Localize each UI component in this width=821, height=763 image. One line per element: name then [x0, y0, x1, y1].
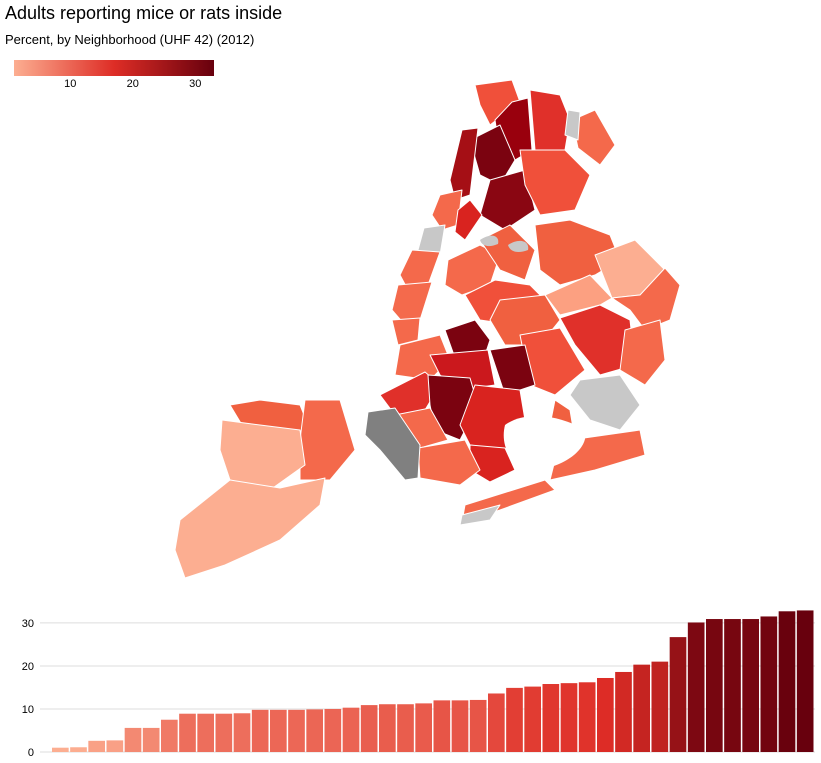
map-region[interactable]	[489, 344, 536, 396]
bar[interactable]	[778, 611, 796, 752]
bar[interactable]	[451, 700, 469, 752]
chart-subtitle: Percent, by Neighborhood (UHF 42) (2012)	[5, 32, 255, 47]
bar[interactable]	[179, 713, 196, 752]
bar[interactable]	[360, 705, 378, 752]
nyc-neighborhood-map	[174, 79, 681, 579]
map-region[interactable]	[611, 267, 681, 331]
bar[interactable]	[615, 671, 632, 752]
bar[interactable]	[142, 727, 160, 752]
bar[interactable]	[270, 709, 287, 752]
bar[interactable]	[70, 747, 87, 752]
bar[interactable]	[796, 610, 814, 752]
legend-tick-label: 10	[64, 78, 76, 90]
map-region[interactable]	[449, 127, 479, 201]
bar[interactable]	[106, 740, 124, 752]
y-axis-ticks: 0 10 20 30	[22, 618, 34, 759]
bar[interactable]	[687, 622, 705, 752]
bar[interactable]	[288, 709, 305, 752]
legend-tick-label: 30	[189, 78, 201, 90]
bar[interactable]	[161, 719, 178, 752]
bar[interactable]	[597, 677, 614, 752]
bar[interactable]	[197, 713, 214, 752]
map-region[interactable]	[219, 419, 306, 491]
bar[interactable]	[306, 709, 323, 752]
bar[interactable]	[415, 703, 432, 752]
bar[interactable]	[433, 700, 451, 752]
map-region[interactable]	[469, 124, 516, 186]
bar[interactable]	[215, 713, 233, 752]
legend-tick-label: 20	[127, 78, 139, 90]
bar[interactable]	[633, 664, 650, 752]
bar[interactable]	[578, 682, 596, 752]
bar[interactable]	[52, 747, 69, 752]
map-region[interactable]	[529, 89, 571, 151]
map-region[interactable]	[431, 189, 463, 231]
bar[interactable]	[542, 684, 560, 752]
color-legend: 10 20 30	[14, 60, 214, 90]
bar[interactable]	[560, 683, 578, 752]
bar[interactable]	[488, 693, 505, 752]
legend-gradient-bar	[14, 60, 214, 76]
y-tick-label: 20	[22, 661, 34, 673]
map-island	[480, 235, 499, 247]
bar[interactable]	[742, 619, 759, 752]
map-region-no-data	[459, 504, 501, 526]
map-region[interactable]	[519, 149, 591, 216]
bar[interactable]	[233, 713, 251, 752]
bar[interactable]	[651, 661, 669, 752]
map-region[interactable]	[299, 399, 356, 481]
map-region[interactable]	[479, 169, 536, 231]
map-region[interactable]	[417, 439, 481, 486]
y-tick-label: 30	[22, 618, 34, 630]
map-region[interactable]	[454, 199, 483, 241]
bar[interactable]	[760, 616, 778, 752]
map-region-no-data	[569, 374, 641, 431]
jamaica-bay	[503, 415, 586, 470]
y-tick-label: 10	[22, 704, 34, 716]
map-island	[508, 240, 529, 253]
map-region[interactable]	[619, 319, 666, 386]
bar[interactable]	[324, 708, 342, 752]
bar-chart: 0 10 20 30	[22, 610, 815, 759]
map-region[interactable]	[571, 109, 616, 166]
bar[interactable]	[524, 686, 541, 752]
map-region-selected[interactable]	[364, 407, 421, 481]
bar[interactable]	[88, 740, 105, 752]
bar[interactable]	[342, 707, 360, 752]
bar[interactable]	[706, 619, 723, 752]
y-tick-label: 0	[28, 747, 34, 759]
bar[interactable]	[251, 709, 269, 752]
bar[interactable]	[669, 637, 687, 752]
bar[interactable]	[397, 704, 414, 752]
map-region[interactable]	[544, 274, 613, 316]
bars	[52, 610, 814, 752]
chart-title: Adults reporting mice or rats inside	[5, 3, 283, 23]
bar[interactable]	[506, 687, 523, 752]
bar[interactable]	[469, 699, 487, 752]
map-region[interactable]	[174, 477, 326, 579]
map-region-no-data	[564, 109, 581, 141]
bar[interactable]	[124, 727, 142, 752]
bar[interactable]	[724, 619, 741, 752]
bar[interactable]	[379, 704, 396, 752]
